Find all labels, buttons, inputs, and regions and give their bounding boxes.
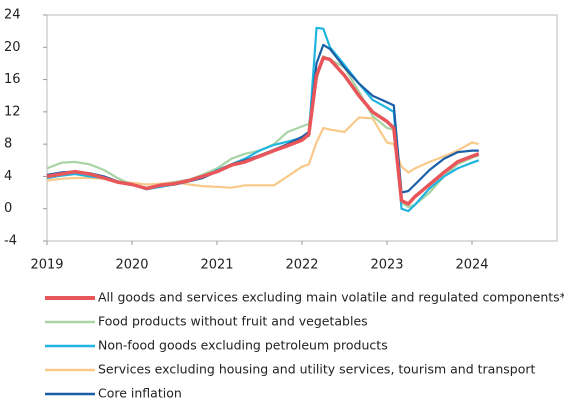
legend-label: All goods and services excluding main vo…	[98, 290, 564, 305]
plot-frame	[46, 14, 558, 242]
y-tick-label: 4	[4, 169, 12, 184]
y-tick-label: 16	[4, 72, 21, 87]
y-tick-label: 24	[4, 8, 21, 23]
y-tick-label: 20	[4, 40, 21, 55]
y-tick-label: 12	[4, 104, 21, 119]
x-tick-label: 2019	[30, 258, 63, 273]
x-tick-label: 2021	[200, 258, 233, 273]
legend-label: Services excluding housing and utility s…	[98, 362, 535, 377]
series-line	[46, 43, 479, 194]
legend-label: Food products without fruit and vegetabl…	[98, 314, 368, 329]
series-line	[46, 56, 480, 206]
y-tick-label: -4	[4, 234, 17, 249]
series-line	[46, 116, 480, 189]
x-tick-label: 2020	[115, 258, 148, 273]
legend-label: Core inflation	[98, 386, 182, 401]
series-line	[46, 26, 480, 213]
y-tick-label: 8	[4, 137, 12, 152]
y-tick-label: 0	[4, 201, 12, 216]
legend-label: Non-food goods excluding petroleum produ…	[98, 338, 388, 353]
x-tick-label: 2022	[285, 258, 318, 273]
x-tick-label: 2023	[370, 258, 403, 273]
x-tick-label: 2024	[455, 258, 488, 273]
